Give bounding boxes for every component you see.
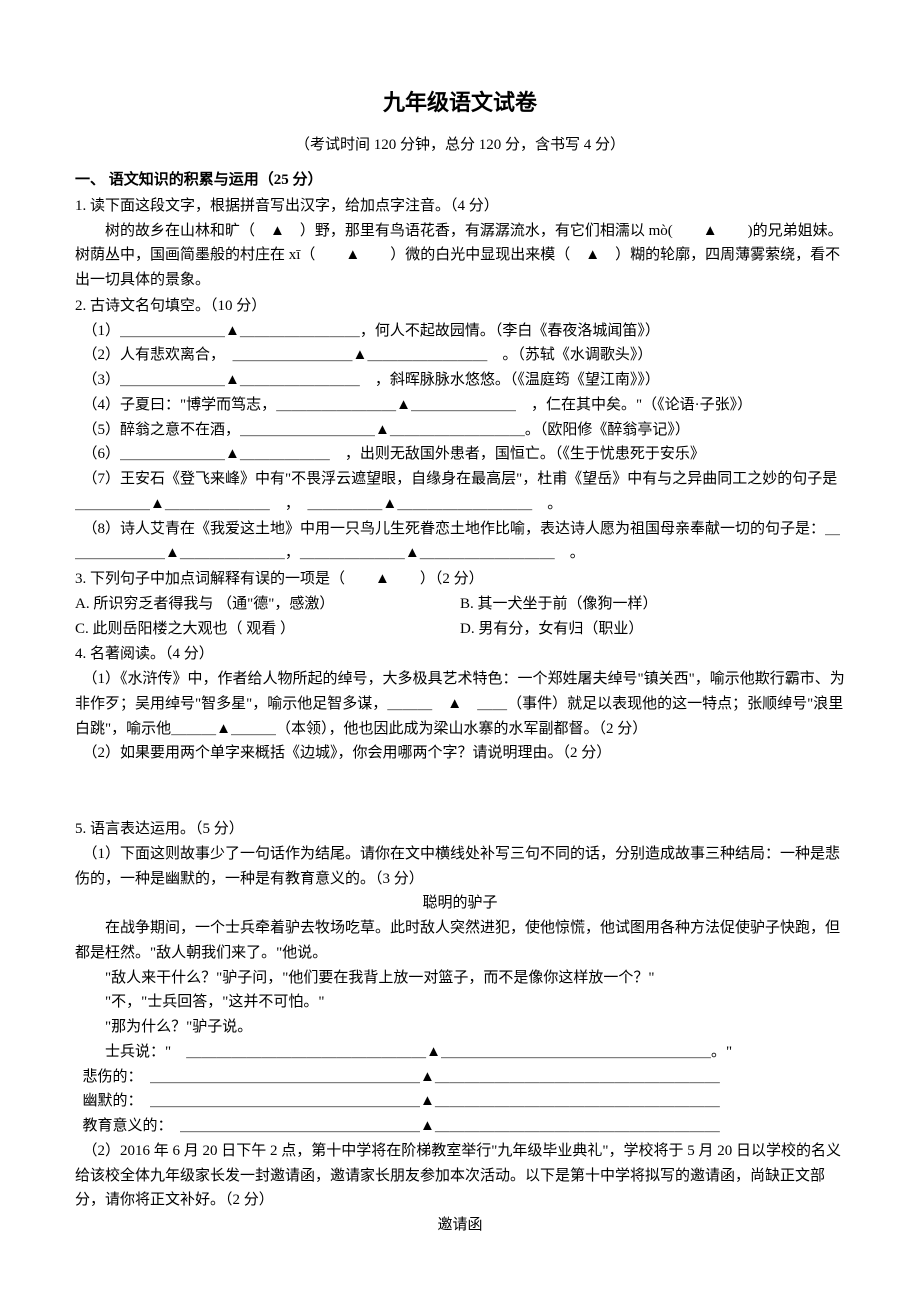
exam-info: （考试时间 120 分钟，总分 120 分，含书写 4 分） bbox=[75, 133, 845, 158]
q2-item-6: （6）＿＿＿＿＿＿＿▲＿＿＿＿＿＿ ，出则无敌国外患者，国恒亡。（《生于忧患死于… bbox=[75, 442, 845, 467]
story-line-3: "不，"士兵回答，"这并不可怕。" bbox=[75, 990, 845, 1015]
q5-sad: 悲伤的： ＿＿＿＿＿＿＿＿＿＿＿＿＿＿＿＿＿＿▲＿＿＿＿＿＿＿＿＿＿＿＿＿＿＿＿… bbox=[75, 1065, 845, 1090]
q5-item-1: （1）下面这则故事少了一句话作为结尾。请你在文中横线处补写三句不同的话，分别造成… bbox=[75, 842, 845, 892]
question-1-text: 树的故乡在山林和旷（ ▲ ）野，那里有鸟语花香，有潺潺流水，有它们相濡以 mò(… bbox=[75, 219, 845, 293]
story-line-2: "敌人来干什么？"驴子问，"他们要在我背上放一对篮子，而不是像你这样放一个？" bbox=[75, 966, 845, 991]
story-line-5: 士兵说：" ＿＿＿＿＿＿＿＿＿＿＿＿＿＿＿＿▲＿＿＿＿＿＿＿＿＿＿＿＿＿＿＿＿＿… bbox=[75, 1040, 845, 1065]
exam-title: 九年级语文试卷 bbox=[75, 85, 845, 121]
question-4-prompt: 4. 名著阅读。（4 分） bbox=[75, 642, 845, 667]
q5-item-2: （2）2016 年 6 月 20 日下午 2 点，第十中学将在阶梯教室举行"九年… bbox=[75, 1139, 845, 1213]
story-line-4: "那为什么？"驴子说。 bbox=[75, 1015, 845, 1040]
q2-item-4: （4）子夏曰："博学而笃志，＿＿＿＿＿＿＿＿▲＿＿＿＿＿＿＿ ，仁在其中矣。"（… bbox=[75, 393, 845, 418]
q4-item-1: （1）《水浒传》中，作者给人物所起的绰号，大多极具艺术特色：一个郑姓屠夫绰号"镇… bbox=[75, 667, 845, 741]
section-1-header: 一、 语文知识的积累与运用（25 分） bbox=[75, 168, 845, 193]
q2-item-8: （8）诗人艾青在《我爱这土地》中用一只鸟儿生死眷恋土地作比喻，表达诗人愿为祖国母… bbox=[75, 517, 845, 567]
question-5-prompt: 5. 语言表达运用。（5 分） bbox=[75, 817, 845, 842]
story-title: 聪明的驴子 bbox=[75, 891, 845, 916]
q5-edu: 教育意义的： ＿＿＿＿＿＿＿＿＿＿＿＿＿＿＿＿▲＿＿＿＿＿＿＿＿＿＿＿＿＿＿＿＿… bbox=[75, 1114, 845, 1139]
q3-option-b: B. 其一犬坐于前（像狗一样） bbox=[460, 592, 845, 617]
q3-option-d: D. 男有分，女有归（职业） bbox=[460, 617, 845, 642]
blank-space bbox=[75, 766, 845, 816]
q2-item-2: （2）人有悲欢离合， ＿＿＿＿＿＿＿＿▲＿＿＿＿＿＿＿＿ 。（苏轼《水调歌头》） bbox=[75, 343, 845, 368]
question-1-prompt: 1. 读下面这段文字，根据拼音写出汉字，给加点字注音。（4 分） bbox=[75, 194, 845, 219]
q3-option-a: A. 所识穷乏者得我与 （通"德"，感激） bbox=[75, 592, 460, 617]
q3-option-c: C. 此则岳阳楼之大观也（ 观看 ） bbox=[75, 617, 460, 642]
invitation-title: 邀请函 bbox=[75, 1213, 845, 1238]
question-3-options: A. 所识穷乏者得我与 （通"德"，感激） B. 其一犬坐于前（像狗一样） C.… bbox=[75, 592, 845, 642]
q2-item-7: （7）王安石《登飞来峰》中有"不畏浮云遮望眼，自缘身在最高层"，杜甫《望岳》中有… bbox=[75, 467, 845, 517]
q5-humor: 幽默的： ＿＿＿＿＿＿＿＿＿＿＿＿＿＿＿＿＿＿▲＿＿＿＿＿＿＿＿＿＿＿＿＿＿＿＿… bbox=[75, 1089, 845, 1114]
question-3-prompt: 3. 下列句子中加点词解释有误的一项是（ ▲ ）（2 分） bbox=[75, 567, 845, 592]
q2-item-1: （1）＿＿＿＿＿＿＿▲＿＿＿＿＿＿＿＿，何人不起故园情。（李白《春夜洛城闻笛》） bbox=[75, 319, 845, 344]
q2-item-5: （5）醉翁之意不在酒，＿＿＿＿＿＿＿＿＿▲＿＿＿＿＿＿＿＿＿。（欧阳修《醉翁亭记… bbox=[75, 418, 845, 443]
question-2-prompt: 2. 古诗文名句填空。（10 分） bbox=[75, 294, 845, 319]
q2-item-3: （3）＿＿＿＿＿＿＿▲＿＿＿＿＿＿＿＿ ，斜晖脉脉水悠悠。（《温庭筠《望江南》》… bbox=[75, 368, 845, 393]
story-line-1: 在战争期间，一个士兵牵着驴去牧场吃草。此时敌人突然进犯，使他惊慌，他试图用各种方… bbox=[75, 916, 845, 966]
q4-item-2: （2）如果要用两个单字来概括《边城》，你会用哪两个字？请说明理由。（2 分） bbox=[75, 741, 845, 766]
